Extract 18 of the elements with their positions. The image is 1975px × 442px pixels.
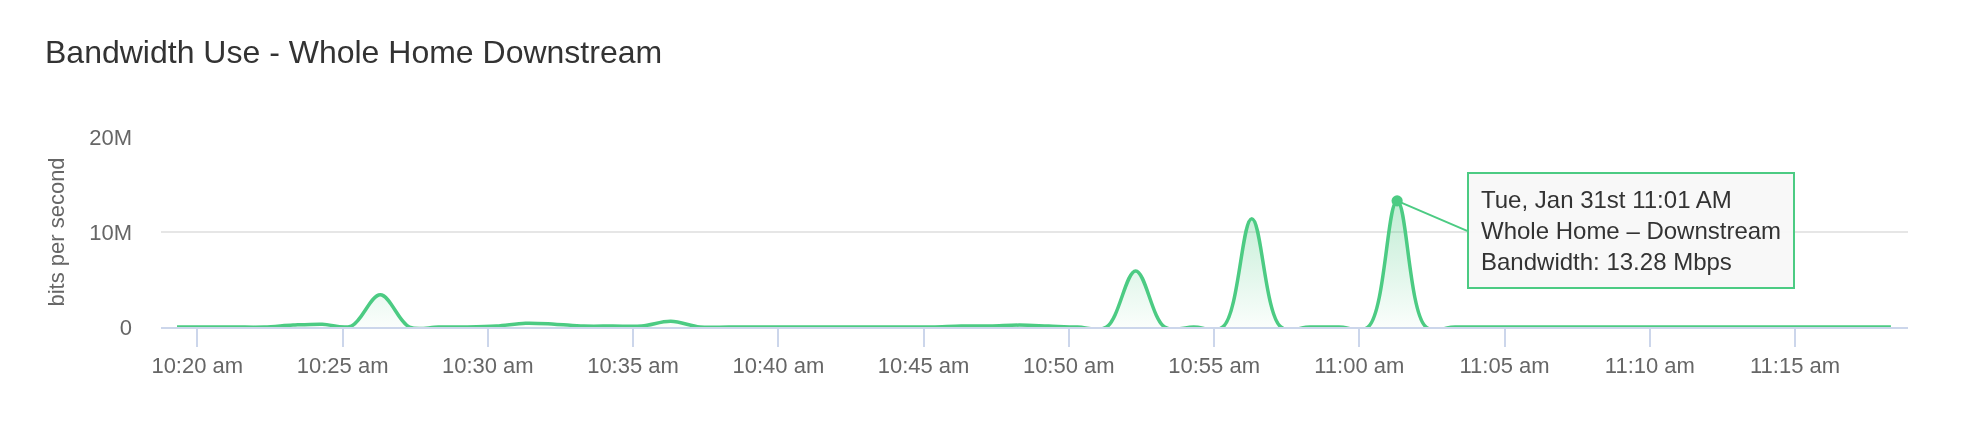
x-tick-label: 10:30 am — [441, 353, 534, 379]
x-tick-label: 10:35 am — [587, 353, 679, 379]
chart-title: Bandwidth Use - Whole Home Downstream — [45, 34, 663, 71]
y-tick-label: 0 — [119, 314, 132, 340]
y-axis-title: bits per second — [44, 157, 69, 307]
x-tick-label: 11:00 am — [1314, 353, 1405, 379]
annotation: Tue, Jan 31st 11:01 AM Whole Home – Downstream Bandwidth: 13.28 Mbps — [1481, 186, 1782, 276]
x-tick-label: 10:45 am — [877, 353, 970, 379]
x-tick-label: 10:25 am — [296, 353, 389, 379]
x-tick-label: 10:55 am — [1168, 353, 1260, 379]
x-tick-label: 11:15 am — [1750, 353, 1841, 379]
x-tick-label: 11:10 am — [1604, 353, 1695, 379]
x-tick-label: 10:40 am — [732, 353, 825, 379]
y-tick-label: 10M — [89, 219, 132, 245]
x-tick-label: 10:20 am — [151, 353, 244, 379]
y-tick-label: 20M — [89, 124, 132, 150]
x-tick-label: 10:50 am — [1022, 353, 1115, 379]
x-tick-label: 11:05 am — [1459, 353, 1550, 379]
